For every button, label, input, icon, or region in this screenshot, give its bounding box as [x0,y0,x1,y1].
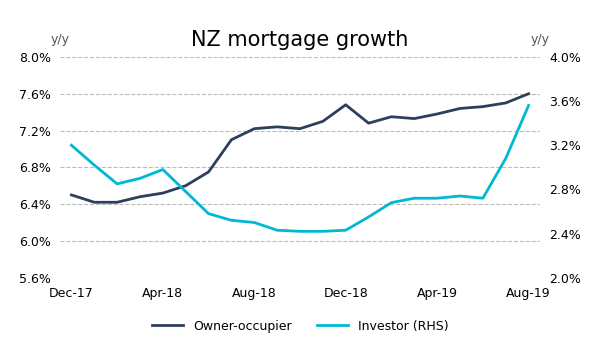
Owner-occupier [159,191,166,195]
Investor (RHS) [159,167,166,172]
Investor (RHS) [319,229,326,234]
Owner-occupier [365,121,372,125]
Owner-occupier [113,200,121,204]
Investor (RHS) [113,182,121,186]
Owner-occupier [182,184,190,188]
Investor (RHS) [182,189,190,194]
Owner-occupier [91,200,98,204]
Title: NZ mortgage growth: NZ mortgage growth [191,30,409,50]
Owner-occupier [319,119,326,124]
Owner-occupier [410,116,418,121]
Owner-occupier [434,112,441,116]
Investor (RHS) [457,194,464,198]
Text: y/y: y/y [50,33,70,46]
Investor (RHS) [274,228,281,232]
Investor (RHS) [136,176,143,180]
Line: Owner-occupier: Owner-occupier [71,94,529,202]
Owner-occupier [457,106,464,111]
Investor (RHS) [365,215,372,219]
Investor (RHS) [68,143,75,147]
Line: Investor (RHS): Investor (RHS) [71,105,529,231]
Investor (RHS) [434,196,441,200]
Investor (RHS) [410,196,418,200]
Owner-occupier [136,195,143,199]
Owner-occupier [251,127,258,131]
Investor (RHS) [228,218,235,222]
Investor (RHS) [205,211,212,216]
Owner-occupier [388,115,395,119]
Legend: Owner-occupier, Investor (RHS): Owner-occupier, Investor (RHS) [146,315,454,337]
Investor (RHS) [91,163,98,167]
Owner-occupier [205,170,212,174]
Investor (RHS) [525,103,532,108]
Owner-occupier [296,127,304,131]
Investor (RHS) [502,156,509,161]
Investor (RHS) [388,200,395,205]
Owner-occupier [274,125,281,129]
Owner-occupier [479,105,487,109]
Investor (RHS) [342,228,349,232]
Owner-occupier [342,103,349,107]
Investor (RHS) [251,220,258,225]
Owner-occupier [68,193,75,197]
Owner-occupier [502,101,509,105]
Text: y/y: y/y [530,33,550,46]
Investor (RHS) [479,196,487,200]
Owner-occupier [525,91,532,96]
Owner-occupier [228,138,235,142]
Investor (RHS) [296,229,304,234]
